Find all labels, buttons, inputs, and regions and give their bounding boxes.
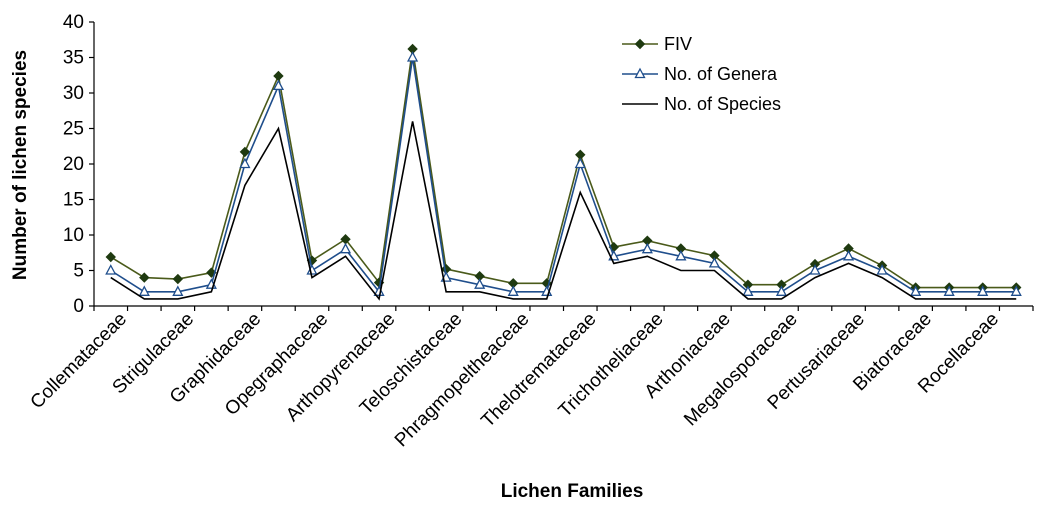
x-axis-title: Lichen Families [501,481,644,502]
series-1 [106,53,1020,296]
data-point [341,244,350,253]
x-category-label: Phragmopeltheaceae [391,309,534,452]
x-axis-category-labels: CollemataceaeStrigulaceaeGraphidaceaeOpe… [27,306,1033,451]
y-axis-title: Number of lichen species [10,50,31,280]
legend-label: No. of Species [664,94,781,114]
data-point [274,71,283,80]
legend-label: FIV [664,34,692,54]
data-point [173,275,182,284]
data-point [106,253,115,262]
series-layer [106,44,1020,298]
data-point [643,244,652,253]
y-axis-ticks: 0 5 10 15 20 25 30 35 40 [63,12,94,317]
chart-axes [94,22,1033,306]
x-category-label: Collemataceae [27,309,131,413]
y-tick-label: 10 [63,225,84,246]
y-tick-label: 15 [63,190,84,211]
x-category-label: Thelotremataceae [477,309,600,432]
data-point [140,273,149,282]
data-point [408,53,417,62]
x-category-label: Megalosporaceae [680,309,802,431]
y-tick-label: 30 [63,83,84,104]
y-tick-label: 20 [63,154,84,175]
series-line [111,58,1016,292]
y-tick-label: 25 [63,119,84,140]
legend-marker [636,40,645,49]
y-tick-label: 40 [63,12,84,33]
legend-label: No. of Genera [664,64,778,84]
y-tick-label: 0 [73,296,84,317]
data-point [106,266,115,275]
legend: FIV No. of Genera No. of Species [622,34,781,114]
series-line [111,49,1016,288]
y-tick-label: 35 [63,48,84,69]
y-tick-label: 5 [73,261,84,282]
data-point [844,251,853,259]
